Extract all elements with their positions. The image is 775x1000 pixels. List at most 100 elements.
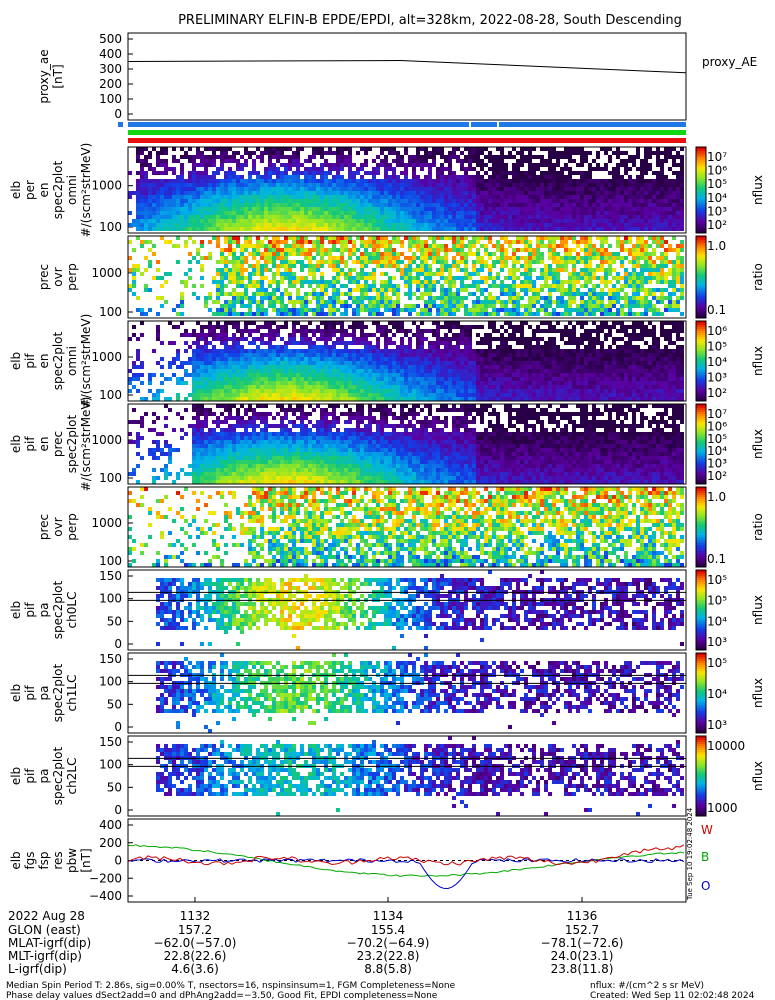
spectrogram-cell xyxy=(220,389,224,393)
spectrogram-cell xyxy=(256,397,260,401)
spectrogram-cell xyxy=(368,312,372,316)
spectrogram-cell xyxy=(528,151,532,155)
spectrogram-cell xyxy=(272,329,276,333)
spectrogram-cell xyxy=(340,236,344,240)
spectrogram-cell xyxy=(484,223,488,227)
spectrogram-cell xyxy=(484,219,488,223)
spectrogram-cell xyxy=(468,308,472,312)
spectrogram-cell xyxy=(464,268,468,272)
spectrogram-cell xyxy=(312,211,316,215)
spectrogram-cell xyxy=(488,312,492,316)
spectrogram-cell xyxy=(444,191,448,195)
spectrogram-cell xyxy=(632,195,636,199)
spectrogram-cell xyxy=(320,280,324,284)
spectrogram-cell xyxy=(340,272,344,276)
spectrogram-cell xyxy=(152,244,156,248)
spectrogram-cell xyxy=(168,365,172,369)
spectrogram-cell xyxy=(496,308,500,312)
spectrogram-cell xyxy=(592,219,596,223)
spectrogram-cell xyxy=(372,276,376,280)
spectrogram-cell xyxy=(196,223,200,227)
spectrogram-cell xyxy=(260,333,264,337)
spectrogram-cell xyxy=(460,244,464,248)
spectrogram-cell xyxy=(396,183,400,187)
spectrogram-cell xyxy=(524,183,528,187)
spectrogram-cell xyxy=(252,163,256,167)
spectrogram-cell xyxy=(336,272,340,276)
spectrogram-cell xyxy=(260,349,264,353)
spectrogram-cell xyxy=(624,284,628,288)
spectrogram-cell xyxy=(664,240,668,244)
spectrogram-cell xyxy=(460,252,464,256)
spectrogram-cell xyxy=(340,159,344,163)
spectrogram-cell xyxy=(224,325,228,329)
spectrogram-cell xyxy=(520,304,524,308)
spectrogram-cell xyxy=(360,276,364,280)
spectrogram-cell xyxy=(284,187,288,191)
spectrogram-cell xyxy=(432,272,436,276)
spectrogram-cell xyxy=(496,163,500,167)
spectrogram-cell xyxy=(364,304,368,308)
spectrogram-cell xyxy=(128,171,132,175)
spectrogram-cell xyxy=(192,329,196,333)
spectrogram-cell xyxy=(208,191,212,195)
colorbar-segment xyxy=(696,305,706,309)
spectrogram-cell xyxy=(600,179,604,183)
colorbar-segment xyxy=(696,299,706,303)
spectrogram-cell xyxy=(288,207,292,211)
spectrogram-cell xyxy=(548,155,552,159)
spectrogram-cell xyxy=(436,252,440,256)
spectrogram-cell xyxy=(636,280,640,284)
spectrogram-cell xyxy=(244,365,248,369)
spectrogram-cell xyxy=(560,215,564,219)
spectrogram-cell xyxy=(272,280,276,284)
spectrogram-cell xyxy=(648,203,652,207)
spectrogram-cell xyxy=(404,219,408,223)
spectrogram-cell xyxy=(620,215,624,219)
spectrogram-cell xyxy=(320,175,324,179)
spectrogram-cell xyxy=(332,276,336,280)
spectrogram-cell xyxy=(408,260,412,264)
spectrogram-cell xyxy=(252,312,256,316)
spectrogram-cell xyxy=(236,163,240,167)
spectrogram-cell xyxy=(184,219,188,223)
spectrogram-cell xyxy=(520,264,524,268)
spectrogram-cell xyxy=(608,272,612,276)
spectrogram-cell xyxy=(568,147,572,151)
spectrogram-cell xyxy=(236,276,240,280)
spectrogram-cell xyxy=(364,292,368,296)
spectrogram-cell xyxy=(264,195,268,199)
spectrogram-cell xyxy=(396,195,400,199)
spectrogram-cell xyxy=(420,199,424,203)
spectrogram-cell xyxy=(680,215,684,219)
spectrogram-cell xyxy=(660,240,664,244)
spectrogram-cell xyxy=(396,288,400,292)
spectrogram-cell xyxy=(384,227,388,231)
spectrogram-cell xyxy=(548,179,552,183)
spectrogram-cell xyxy=(584,292,588,296)
spectrogram-cell xyxy=(280,203,284,207)
spectrogram-cell xyxy=(320,219,324,223)
spectrogram-cell xyxy=(484,248,488,252)
spectrogram-cell xyxy=(620,191,624,195)
spectrogram-cell xyxy=(444,223,448,227)
spectrogram-cell xyxy=(528,272,532,276)
spectrogram-cell xyxy=(564,236,568,240)
spectrogram-cell xyxy=(172,147,176,151)
spectrogram-cell xyxy=(252,385,256,389)
spectrogram-cell xyxy=(188,179,192,183)
spectrogram-cell xyxy=(548,199,552,203)
spectrogram-cell xyxy=(556,179,560,183)
spectrogram-cell xyxy=(636,191,640,195)
spectrogram-cell xyxy=(452,292,456,296)
spectrogram-cell xyxy=(316,219,320,223)
spectrogram-cell xyxy=(252,183,256,187)
spectrogram-cell xyxy=(260,337,264,341)
spectrogram-cell xyxy=(548,276,552,280)
spectrogram-cell xyxy=(300,276,304,280)
spectrogram-cell xyxy=(588,163,592,167)
spectrogram-cell xyxy=(196,341,200,345)
spectrogram-cell xyxy=(476,223,480,227)
spectrogram-cell xyxy=(260,195,264,199)
spectrogram-cell xyxy=(336,163,340,167)
